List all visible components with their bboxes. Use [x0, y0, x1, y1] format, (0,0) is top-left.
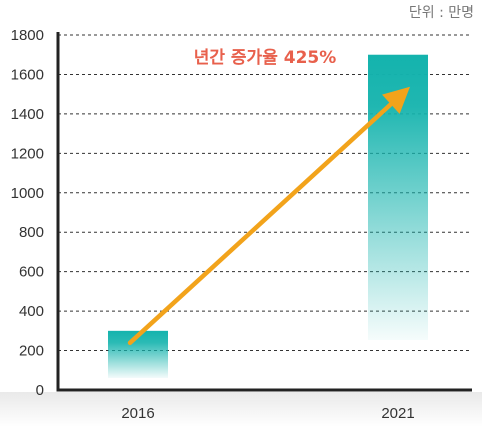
y-tick-label: 1800 [11, 27, 44, 44]
y-tick-label: 800 [19, 224, 44, 241]
y-tick-label: 200 [19, 343, 44, 360]
x-tick-label: 2016 [121, 405, 154, 422]
x-axis-tick-labels: 2016 2021 [121, 405, 414, 422]
arrow-head [382, 86, 410, 114]
floor-shadow [0, 392, 482, 427]
arrow-shaft [127, 102, 394, 346]
bar-2016 [108, 330, 168, 378]
y-axis-tick-labels: 0 200 400 600 800 1000 1200 1400 1600 1800 [11, 27, 44, 399]
growth-annotation: 년간 증가율 425% [194, 48, 337, 68]
y-tick-label: 1000 [11, 185, 44, 202]
y-tick-label: 600 [19, 264, 44, 281]
y-tick-label: 1400 [11, 106, 44, 123]
x-tick-label: 2021 [381, 405, 414, 422]
y-tick-label: 0 [36, 382, 44, 399]
y-tick-label: 1200 [11, 145, 44, 162]
growth-arrow [127, 86, 410, 346]
unit-label: 단위 : 만명 [409, 5, 474, 21]
y-tick-label: 400 [19, 303, 44, 320]
y-tick-label: 1600 [11, 66, 44, 83]
